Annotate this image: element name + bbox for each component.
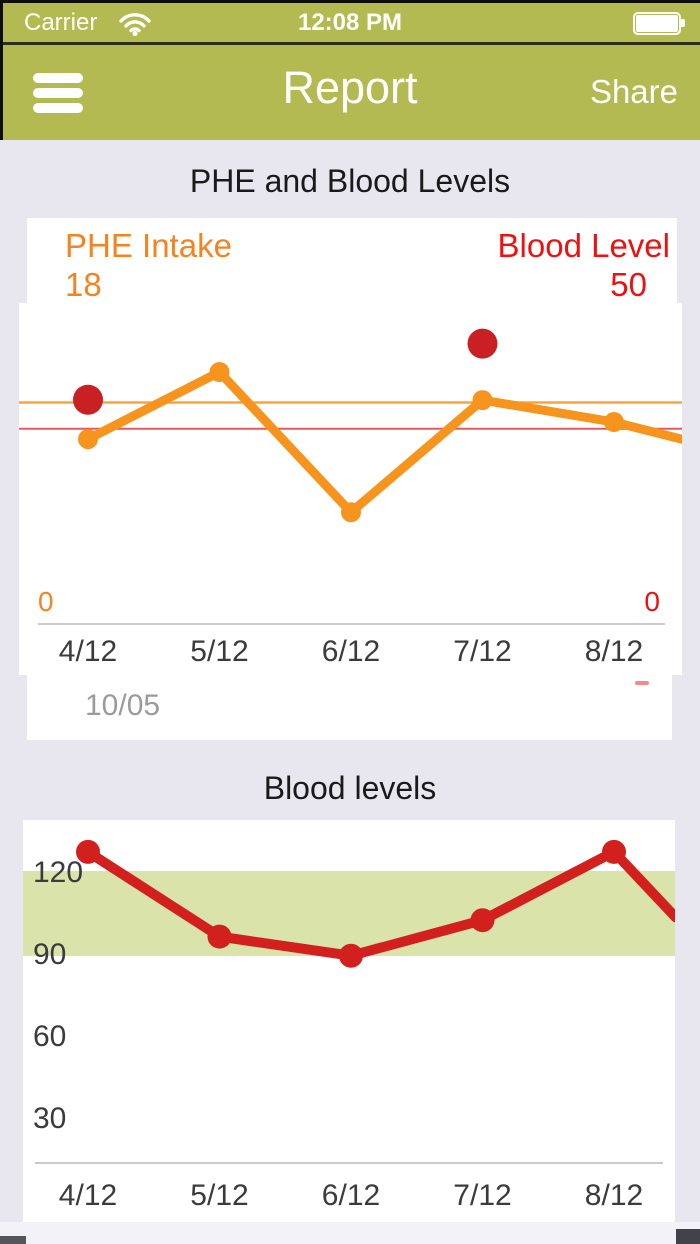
battery-nub [681, 18, 685, 27]
phe-point [78, 429, 98, 450]
phe-point [209, 362, 230, 383]
x-tick-label: 4/12 [59, 1179, 117, 1212]
footer-date: 10/05 [85, 689, 161, 722]
blood-levels-point [339, 943, 363, 968]
blood-level-value: 50 [610, 266, 647, 303]
x-tick-label: 4/12 [59, 635, 117, 668]
page-title: Report [282, 62, 418, 113]
target-range-band [23, 871, 675, 956]
y-tick-label: 30 [33, 1102, 66, 1135]
blood-axis-min-label: 0 [644, 586, 660, 617]
chart-footer-row: 10/05 [27, 675, 672, 740]
section-title-phe-blood: PHE and Blood Levels [189, 163, 511, 199]
bottom-strip [0, 1222, 700, 1244]
menu-bar [33, 88, 83, 98]
nav-bar: Report Share [0, 45, 700, 140]
x-tick-label: 8/12 [585, 635, 643, 668]
phe-intake-label: PHE Intake [65, 227, 232, 264]
status-bar: Carrier 12:08 PM [0, 3, 700, 42]
carrier-label: Carrier [24, 9, 98, 36]
screen-left-edge [0, 0, 3, 140]
x-tick-label: 5/12 [190, 635, 248, 668]
phe-point [604, 412, 624, 433]
y-tick-label: 90 [33, 938, 66, 971]
screen-top-edge [0, 0, 700, 3]
blood-levels-point [602, 839, 626, 864]
phe-intake-legend: PHE Intake 18 [65, 226, 232, 304]
y-tick-label: 60 [33, 1020, 66, 1053]
battery-full-icon [633, 12, 685, 35]
hamburger-menu-icon[interactable] [33, 73, 83, 113]
chart-legend-card: PHE Intake 18 Blood Level 50 [27, 218, 677, 303]
phe-axis-min-label: 0 [38, 586, 54, 617]
menu-bar [33, 73, 83, 83]
blood-levels-point [76, 839, 100, 864]
blood-levels-chart: 120 90 60 30 4/12 5/12 6/12 7/12 8/12 [23, 820, 675, 1222]
x-tick-label: 8/12 [585, 1179, 643, 1212]
bottom-right-corner-mark [676, 1229, 700, 1244]
phe-point [472, 390, 493, 411]
blood-level-label: Blood Level [497, 227, 670, 264]
y-tick-label: 120 [33, 856, 83, 889]
wifi-icon [118, 11, 152, 36]
x-tick-label: 6/12 [322, 1179, 380, 1212]
clipped-red-marker [635, 681, 649, 685]
header: Carrier 12:08 PM Report [0, 0, 700, 140]
section-title-blood-levels: Blood levels [263, 770, 437, 806]
menu-bar [33, 103, 83, 113]
blood-levels-line [83, 846, 675, 961]
statusbar-divider [0, 42, 700, 45]
x-tick-label: 6/12 [322, 635, 380, 668]
blood-level-dot [467, 328, 498, 359]
phe-intake-value: 18 [65, 266, 102, 303]
blood-levels-chart-svg: 120 90 60 30 4/12 5/12 6/12 7/12 8/12 [23, 839, 675, 1212]
battery-fill [636, 15, 678, 32]
blood-levels-point [207, 924, 232, 949]
blood-level-legend: Blood Level 50 [498, 226, 670, 304]
phe-line [83, 367, 682, 517]
phe-blood-chart: 0 0 4/12 5/12 6/12 7/12 8/12 [19, 303, 682, 675]
x-tick-label: 5/12 [190, 1179, 248, 1212]
bottom-left-corner-mark [0, 1236, 26, 1244]
share-button[interactable]: Share [589, 73, 678, 110]
blood-levels-point [470, 908, 495, 933]
blood-level-dot [73, 384, 103, 415]
phe-point [341, 502, 361, 523]
x-tick-label: 7/12 [453, 635, 511, 668]
clock: 12:08 PM [297, 9, 403, 36]
phe-blood-chart-svg: 0 04/12 5/12 6/12 7/12 8/12 [19, 328, 682, 668]
x-tick-label: 7/12 [453, 1179, 511, 1212]
